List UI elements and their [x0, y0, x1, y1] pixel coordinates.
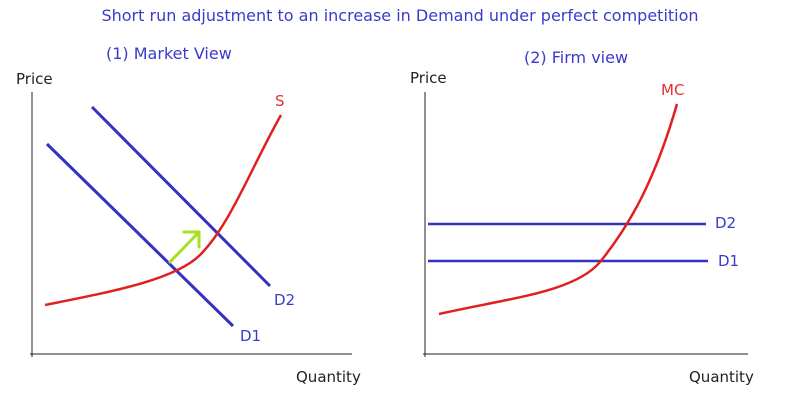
market-panel-title: (1) Market View	[106, 44, 232, 63]
firm-panel-title: (2) Firm view	[524, 48, 629, 67]
market-y-axis-label: Price	[16, 70, 53, 88]
firm-mc-label: MC	[661, 81, 685, 99]
market-demand-d1	[45, 142, 235, 328]
firm-x-axis-label: Quantity	[689, 368, 754, 386]
market-d2-label: D2	[274, 291, 296, 309]
firm-y-axis-label: Price	[410, 69, 447, 87]
adjustment-arrow	[168, 230, 201, 264]
market-supply-label: S	[275, 92, 285, 110]
diagram-title: Short run adjustment to an increase in D…	[101, 6, 699, 25]
market-demand-d2	[90, 105, 272, 288]
market-d1-label: D1	[240, 327, 262, 345]
firm-d2-label: D2	[715, 214, 737, 232]
firm-mc-curve	[438, 103, 679, 316]
market-supply-curve	[44, 114, 283, 307]
market-x-axis-label: Quantity	[296, 368, 361, 386]
firm-d1-label: D1	[718, 252, 740, 270]
